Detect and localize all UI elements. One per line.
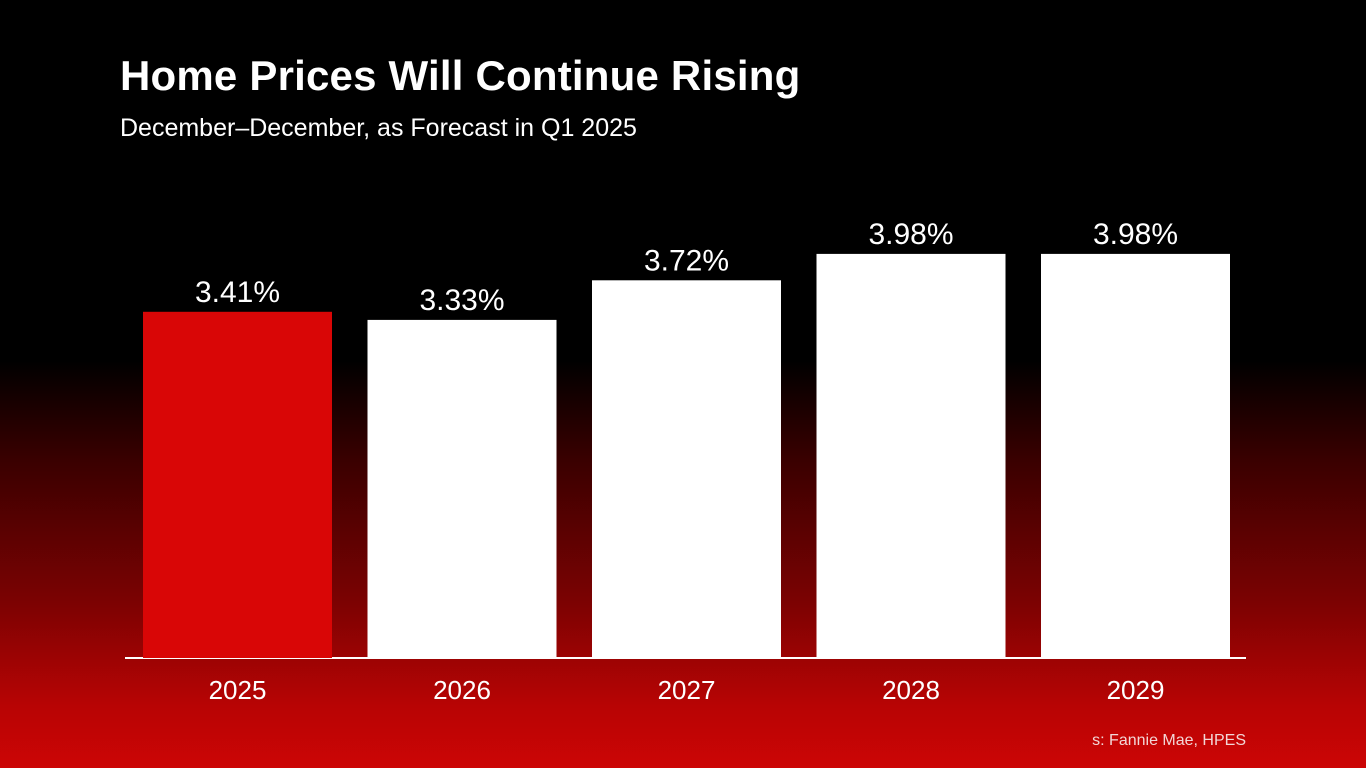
x-tick-label-2026: 2026: [433, 675, 491, 705]
data-label-2027: 3.72%: [644, 244, 729, 277]
bar-2027: [592, 280, 781, 658]
x-tick-label-2027: 2027: [658, 675, 716, 705]
bar-2029: [1041, 253, 1230, 658]
x-tick-label-2028: 2028: [882, 675, 940, 705]
data-label-2026: 3.33%: [419, 284, 504, 317]
chart-subtitle: December–December, as Forecast in Q1 202…: [120, 114, 637, 142]
data-label-2028: 3.98%: [868, 218, 953, 251]
bar-2028: [816, 253, 1006, 658]
data-label-2025: 3.41%: [195, 276, 280, 309]
bar-2025: [143, 311, 332, 658]
source-note: s: Fannie Mae, HPES: [1092, 732, 1246, 749]
x-tick-label-2025: 2025: [209, 675, 267, 705]
data-label-2029: 3.98%: [1093, 218, 1178, 251]
x-tick-label-2029: 2029: [1107, 675, 1165, 705]
chart-title: Home Prices Will Continue Rising: [120, 52, 801, 99]
bar-2026: [367, 319, 557, 658]
